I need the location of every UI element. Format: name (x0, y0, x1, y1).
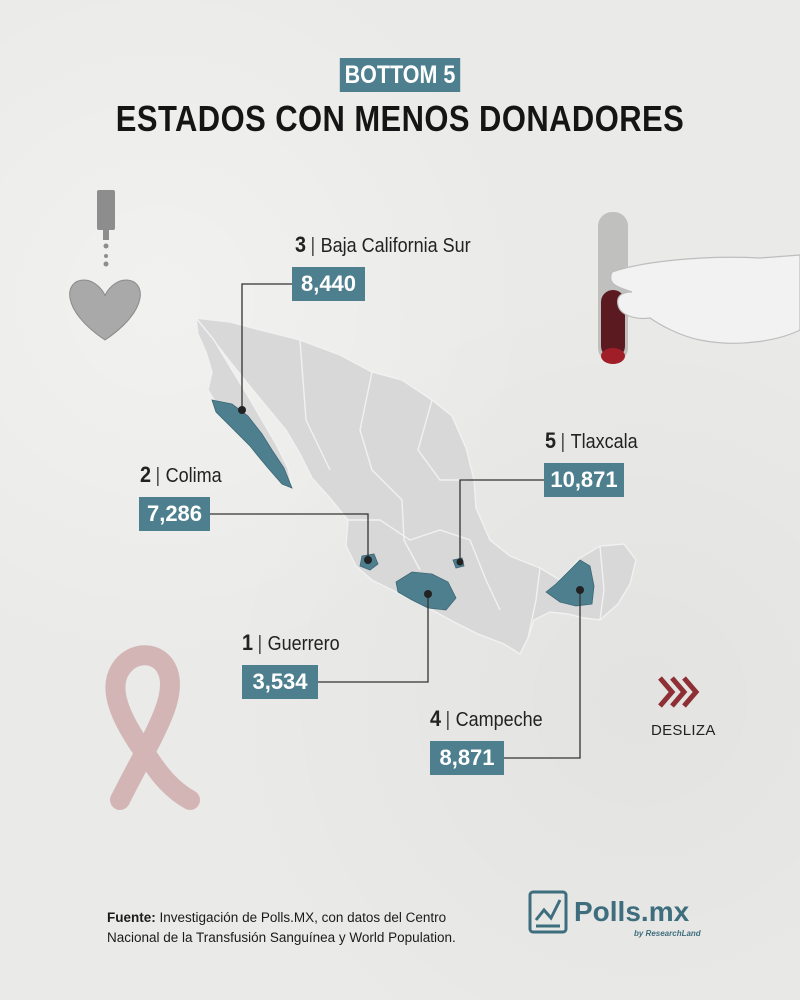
state-name: Campeche (455, 709, 543, 731)
heart-icon (69, 279, 141, 341)
state-campeche (545, 559, 595, 607)
chevron-right-icon[interactable] (658, 676, 700, 708)
rank-number: 1 (242, 630, 254, 655)
state-name: Guerrero (267, 633, 340, 655)
swipe-label[interactable]: DESLIZA (651, 722, 716, 739)
source-note: Fuente: Investigación de Polls.MX, con d… (107, 908, 467, 948)
bottom-badge: BOTTOM 5 (339, 58, 461, 92)
value-badge-tlaxcala: 10,871 (544, 463, 624, 497)
value-badge-guerrero: 3,534 (242, 665, 318, 699)
leader-lines (210, 283, 581, 759)
state-label-campeche: 4 | Campeche (430, 706, 543, 731)
state-name: Colima (165, 465, 222, 487)
polls-logo-icon (528, 890, 568, 934)
rank-number: 3 (295, 232, 307, 257)
state-markers (238, 406, 584, 598)
state-label-colima: 2 | Colima (140, 462, 222, 487)
state-label-guerrero: 1 | Guerrero (242, 630, 340, 655)
value-badge-campeche: 8,871 (430, 741, 504, 775)
rank-number: 2 (140, 462, 152, 487)
state-label-tlaxcala: 5 | Tlaxcala (545, 428, 638, 453)
brand-sublogo: by ResearchLand (634, 929, 701, 938)
rank-number: 5 (545, 428, 557, 453)
iv-bag-icon (97, 190, 115, 267)
brand-logo: Polls.mx (574, 896, 690, 927)
value-badge-baja-california-sur: 8,440 (292, 267, 365, 301)
page-title: ESTADOS CON MENOS DONADORES (115, 98, 685, 139)
state-name: Baja California Sur (320, 235, 471, 257)
awareness-ribbon-icon (105, 645, 200, 810)
source-label: Fuente: (107, 910, 156, 925)
state-name: Tlaxcala (570, 431, 638, 453)
rank-number: 4 (430, 706, 442, 731)
state-baja-california-sur (211, 399, 293, 489)
source-text: Investigación de Polls.MX, con datos del… (107, 910, 456, 945)
glove-hand-icon (610, 254, 800, 344)
highlighted-states (211, 399, 595, 611)
value-badge-colima: 7,286 (139, 497, 210, 531)
state-label-baja-california-sur: 3 | Baja California Sur (295, 232, 471, 257)
